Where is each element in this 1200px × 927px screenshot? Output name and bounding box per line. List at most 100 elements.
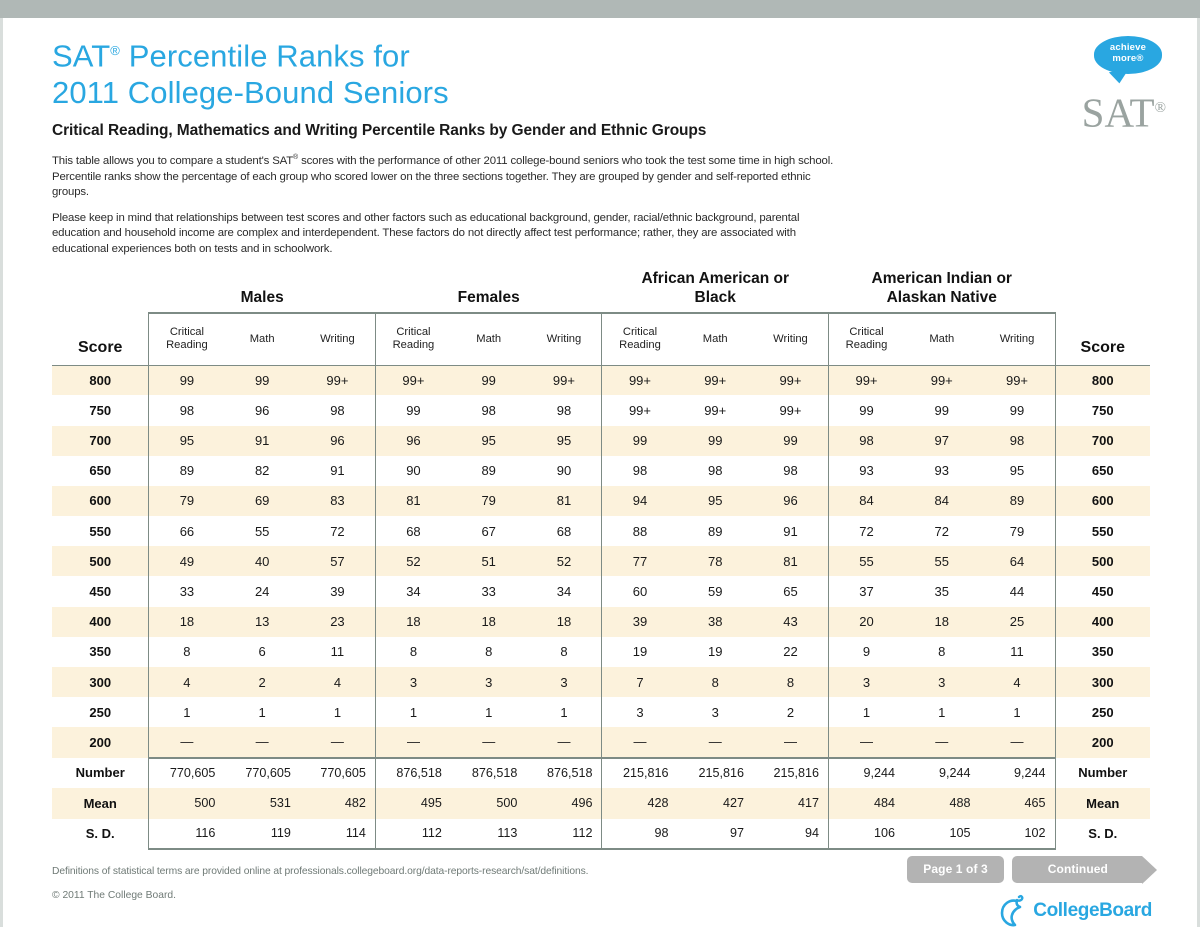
row-score-right: 400 (1055, 606, 1150, 637)
data-cell: 99 (752, 425, 829, 456)
data-cell: 24 (254, 584, 270, 600)
data-cell: 99 (450, 365, 527, 396)
summary-label-left: S. D. (85, 826, 115, 842)
data-cell: 89 (148, 455, 225, 486)
table-row: 750 98 96 98 99 98 98 99+ 99+ 99+ 99 99 99 750 (52, 395, 1150, 426)
row-score-right: 700 (1055, 425, 1150, 456)
data-cell: 99 (934, 402, 949, 418)
acorn-icon (1000, 895, 1024, 927)
row-score-right: 450 (1091, 584, 1114, 600)
summary-cell: 417 (752, 788, 829, 819)
data-cell: 8 (148, 636, 225, 667)
table-row: 350 8 6 11 8 8 8 19 19 22 9 8 11 350 (52, 636, 1150, 667)
row-score-right: 200 (1055, 727, 1150, 758)
table-row: 650 89 82 91 90 89 90 98 98 98 93 93 95 650 (52, 455, 1150, 486)
summary-cell: 215,816 (601, 757, 678, 789)
data-cell: 99+ (704, 402, 727, 418)
subheader-american-indian-writing: Writing (979, 312, 1056, 366)
summary-cell: 770,605 (148, 757, 225, 789)
data-cell: 99+ (904, 365, 980, 396)
data-cell: 96 (299, 425, 376, 456)
data-cell: — (148, 727, 225, 759)
percentile-data-body: 800 99 99 99+ 99+ 99 99+ 99+ 99+ 99+ 99+ 99+ 99+ 800 7… (52, 365, 1150, 759)
data-cell: 22 (783, 644, 798, 660)
data-cell: 67 (481, 523, 496, 539)
row-score-left: 200 (52, 727, 149, 758)
registered-mark-inline: ® (293, 154, 299, 162)
data-cell: 4 (299, 667, 376, 698)
group-header-american-indian: American Indian or Alaskan Native (829, 269, 1056, 313)
data-cell: — (374, 727, 451, 759)
row-score-right: 600 (1055, 485, 1150, 517)
row-score-left: 550 (89, 523, 112, 539)
summary-cell: 112 (374, 818, 451, 851)
summary-cell: 98 (601, 818, 678, 851)
data-cell: 90 (374, 455, 451, 486)
data-cell: 1 (979, 697, 1056, 728)
table-row: 500 49 40 57 52 51 52 77 78 81 55 55 64 500 (52, 546, 1150, 577)
subheader-males-critical-reading: Critical Reading (148, 312, 225, 366)
row-score-left: 300 (52, 667, 149, 698)
data-cell: 55 (828, 546, 904, 577)
data-cell: 18 (374, 606, 451, 637)
data-cell: 52 (374, 546, 451, 577)
summary-row: Mean 500 531 482 495 500 496 428 427 417 484 488 465… (52, 788, 1150, 819)
data-cell: 99+ (299, 365, 376, 396)
data-cell: — (677, 727, 753, 759)
data-cell: 11 (979, 636, 1056, 667)
sub-line1: Math (476, 332, 502, 345)
table-row: 550 66 55 72 68 67 68 88 89 91 72 72 79 550 (52, 516, 1150, 547)
percentile-table: Males Females African American or Black … (52, 269, 1150, 851)
document-footer: Definitions of statistical terms are pro… (0, 850, 1200, 927)
sub-line1: Critical (622, 325, 658, 338)
summary-cell: 500 (450, 788, 527, 819)
data-cell: 99 (828, 395, 904, 426)
data-cell: 49 (148, 546, 225, 577)
data-cell: 3 (904, 667, 980, 698)
summary-cell: 102 (979, 818, 1056, 851)
page-indicator: Page 1 of 3 (907, 856, 1004, 884)
summary-cell: 500 (148, 788, 225, 819)
data-cell: 39 (330, 584, 345, 600)
data-cell: 37 (828, 576, 904, 607)
summary-label-right: Number (1078, 765, 1128, 781)
data-cell: 64 (979, 546, 1056, 577)
summary-cell: 495 (374, 788, 451, 819)
data-cell: 44 (979, 576, 1056, 607)
data-cell: 18 (904, 606, 980, 637)
table-row: 800 99 99 99+ 99+ 99 99+ 99+ 99+ 99+ 99+ 99+ 99+ 800 (52, 365, 1150, 396)
group-label-american-indian-line2: Alaskan Native (886, 289, 997, 307)
continued-button[interactable]: Continued (1011, 856, 1158, 885)
row-score-right: 250 (1091, 704, 1114, 720)
table-row: 300 4 2 4 3 3 3 7 8 8 3 3 4 300 (52, 667, 1150, 698)
sat-logo: achieve more® SAT® (1048, 36, 1168, 136)
summary-cell: 112 (526, 818, 602, 851)
summary-label-left: Mean (52, 788, 149, 819)
data-cell: 98 (148, 395, 225, 426)
data-cell: 3 (711, 704, 719, 720)
row-score-right: 300 (1055, 667, 1150, 698)
data-cell: 72 (934, 523, 949, 539)
summary-cell: 876,518 (546, 766, 593, 781)
data-cell: 99+ (601, 365, 678, 396)
summary-cell: 531 (224, 788, 300, 819)
data-cell: — (299, 727, 376, 759)
data-cell: 99 (677, 425, 753, 456)
data-cell: 20 (828, 606, 904, 637)
data-cell: 18 (450, 606, 527, 637)
summary-cell: 119 (224, 818, 300, 851)
data-cell: 99+ (752, 365, 829, 396)
sub-line2: Reading (845, 339, 888, 352)
registered-mark: ® (110, 43, 120, 58)
data-cell: 3 (450, 667, 527, 698)
data-cell: 99+ (526, 365, 602, 396)
summary-cell: 116 (148, 818, 225, 851)
data-cell: 8 (752, 667, 829, 698)
data-cell: 79 (148, 485, 225, 517)
data-cell: 95 (526, 425, 602, 456)
data-cell: 1 (374, 697, 451, 728)
achieve-more-bubble-icon: achieve more® (1094, 36, 1162, 86)
summary-row: S. D. 116 119 114 112 113 112 98 97 94 106 105 102 S.… (52, 818, 1150, 851)
data-cell: — (601, 727, 678, 759)
summary-cell: 106 (828, 818, 904, 851)
